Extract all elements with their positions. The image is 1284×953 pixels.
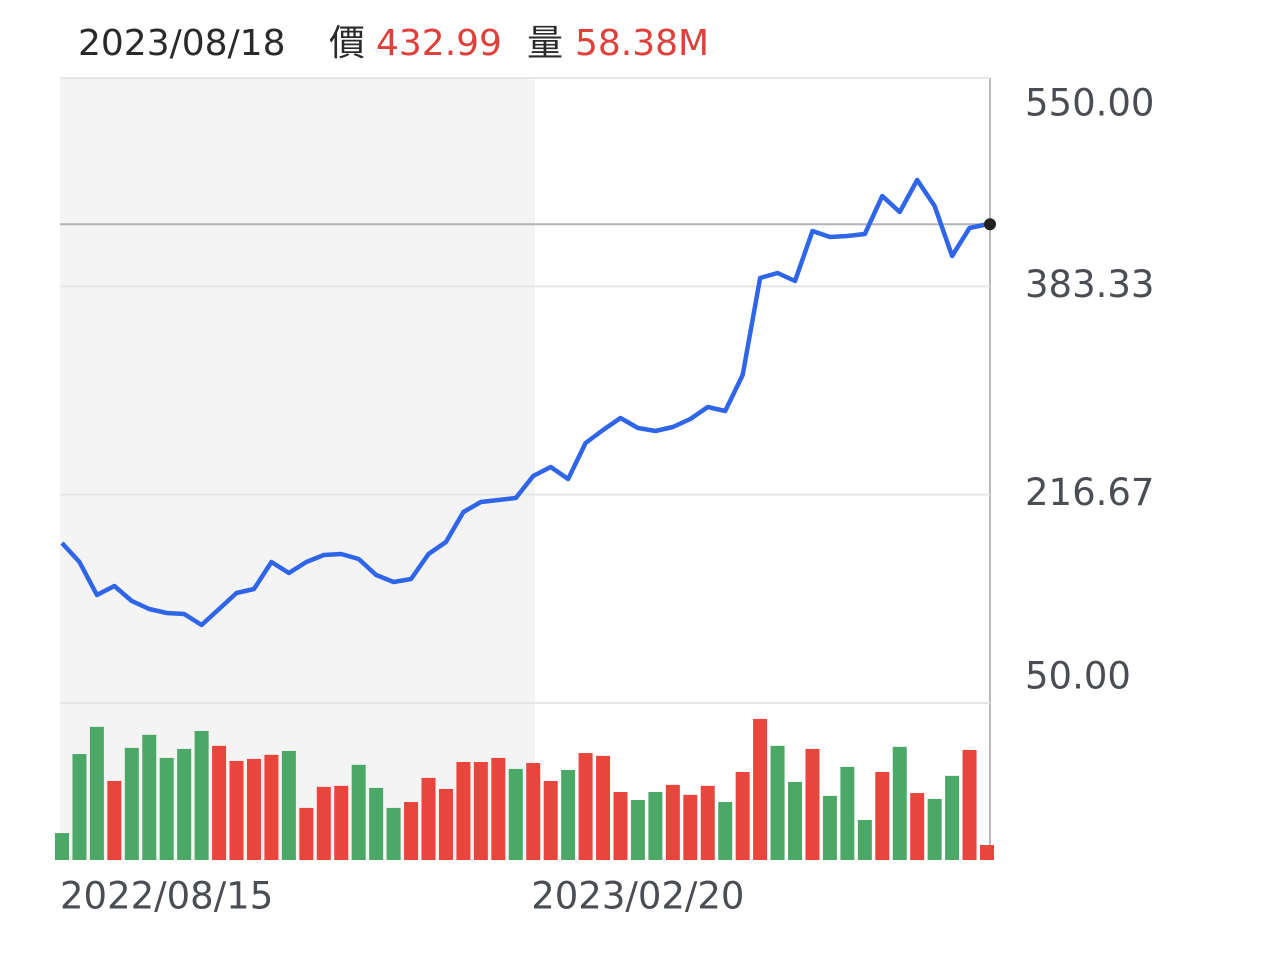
last-price-dot — [984, 218, 996, 231]
volume-bar — [718, 802, 733, 860]
volume-bar — [246, 758, 261, 860]
volume-bar — [55, 833, 69, 860]
volume-bar — [177, 748, 192, 860]
volume-bar — [927, 798, 942, 860]
volume-bar — [805, 748, 820, 860]
volume-bar — [596, 755, 611, 860]
volume-bar — [613, 792, 628, 860]
volume-bar — [438, 788, 453, 860]
volume-bar — [980, 845, 994, 860]
header-price: 432.99 — [376, 23, 502, 64]
volume-bar — [753, 718, 768, 860]
header-volume: 58.38M — [575, 23, 709, 64]
volume-bar — [822, 795, 837, 860]
volume-bar — [665, 784, 680, 860]
x-tick-label: 2022/08/15 — [60, 875, 273, 918]
volume-bar — [561, 769, 576, 860]
header-price-label: 價 — [329, 23, 365, 64]
volume-bar — [142, 734, 157, 860]
price-line — [60, 177, 988, 628]
volume-bar — [543, 780, 558, 860]
y-tick-label: 50.00 — [1025, 655, 1131, 698]
y-tick-label: 216.67 — [1025, 471, 1154, 514]
volume-bar — [526, 763, 541, 860]
volume-bar — [945, 775, 960, 860]
volume-bar — [630, 799, 645, 860]
volume-bar — [840, 766, 855, 860]
volume-bar — [404, 802, 419, 860]
volume-bar — [334, 785, 349, 860]
volume-bar — [491, 757, 506, 860]
volume-bar — [683, 794, 698, 860]
header-date: 2023/08/18 — [78, 23, 286, 64]
volume-bar — [578, 753, 593, 860]
volume-bar — [107, 780, 122, 860]
volume-bar — [159, 757, 174, 860]
volume-bar — [124, 747, 139, 860]
volume-bar — [212, 745, 227, 860]
volume-bar — [770, 745, 785, 860]
volume-bar — [648, 792, 663, 860]
volume-bar — [421, 777, 436, 860]
header-volume-label: 量 — [527, 23, 563, 64]
volume-bar — [962, 749, 977, 860]
volume-bar — [281, 750, 296, 860]
y-tick-label: 550.00 — [1025, 82, 1154, 125]
volume-bar — [508, 768, 523, 860]
volume-bar — [351, 764, 366, 860]
volume-bar — [369, 787, 384, 860]
volume-bar — [264, 754, 279, 860]
volume-bar — [892, 746, 907, 860]
volume-bar — [788, 782, 803, 860]
volume-bar — [910, 793, 925, 860]
volume-bar — [473, 762, 488, 860]
volume-bar — [700, 785, 715, 860]
volume-bar — [857, 819, 872, 860]
shaded-period — [60, 78, 535, 860]
volume-bar — [735, 772, 750, 860]
volume-bar — [386, 807, 401, 860]
volume-bar — [316, 786, 331, 860]
volume-bar — [456, 762, 471, 860]
volume-bar — [72, 754, 87, 860]
x-tick-label: 2023/02/20 — [531, 875, 744, 918]
volume-bar — [229, 760, 244, 860]
volume-bar — [194, 730, 209, 860]
volume-bar — [875, 772, 890, 860]
y-tick-label: 383.33 — [1025, 263, 1154, 306]
volume-bar — [299, 807, 314, 860]
volume-bar — [89, 726, 104, 860]
